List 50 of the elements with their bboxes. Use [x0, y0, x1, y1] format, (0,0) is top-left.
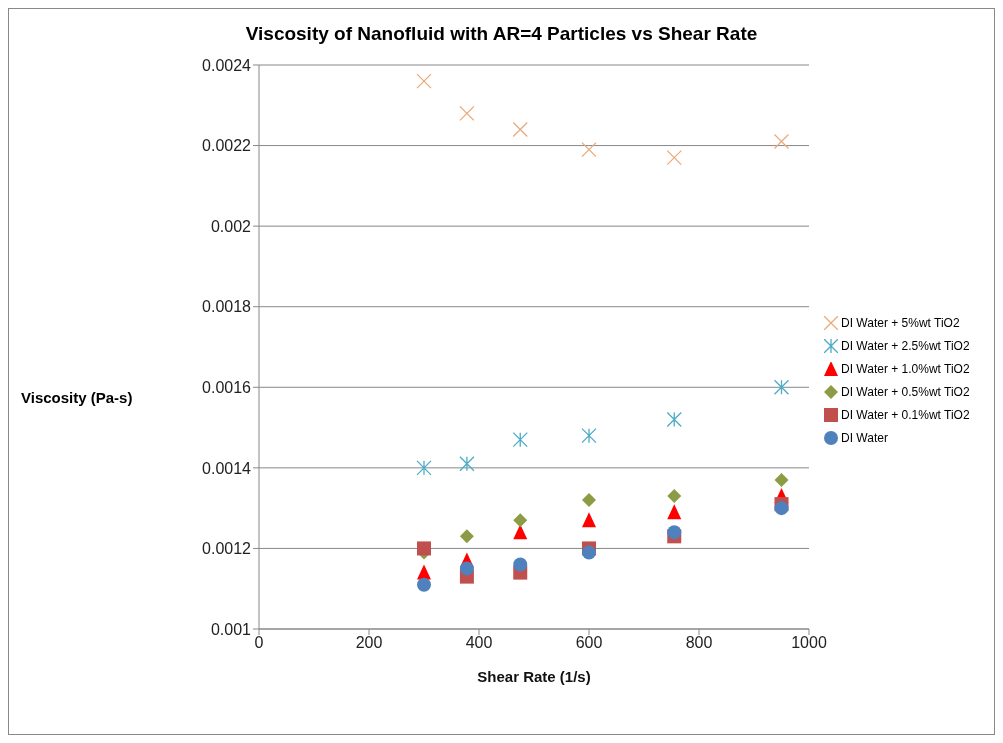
point	[667, 489, 682, 504]
y-tick-label: 0.0018	[202, 298, 252, 316]
x-tick-label: 1000	[791, 634, 827, 652]
point	[581, 141, 597, 158]
y-tick-label: 0.0014	[202, 459, 252, 477]
x-tick-label: 0	[254, 634, 264, 652]
point	[666, 411, 682, 428]
point	[512, 432, 528, 448]
y-tick-label: 0.001	[210, 620, 252, 638]
point	[773, 133, 790, 150]
point	[459, 105, 475, 121]
point	[416, 73, 432, 89]
y-tick-label: 0.0022	[202, 137, 252, 155]
legend-label: DI Water + 5%wt TiO2	[841, 315, 960, 330]
x-tick-label: 600	[575, 634, 603, 652]
point	[513, 513, 528, 528]
point	[417, 577, 431, 592]
point	[582, 545, 596, 560]
point	[582, 512, 596, 528]
point	[667, 525, 682, 540]
legend-label: DI Water	[841, 430, 888, 445]
point	[416, 460, 432, 476]
point	[513, 524, 528, 540]
y-axis-title: Viscosity (Pa-s)	[21, 389, 133, 406]
legend-label: DI Water + 0.1%wt TiO2	[841, 407, 970, 422]
chart-title: Viscosity of Nanofluid with AR=4 Particles vs Shear Rate	[244, 23, 759, 45]
point	[513, 557, 528, 572]
point	[417, 541, 431, 556]
point	[512, 121, 528, 138]
point	[459, 561, 474, 576]
x-axis-title: Shear Rate (1/s)	[477, 667, 591, 685]
legend-label: DI Water + 1.0%wt TiO2	[841, 361, 970, 376]
legend-label: DI Water + 2.5%wt TiO2	[841, 338, 970, 353]
point	[459, 529, 474, 544]
x-tick-label: 800	[685, 634, 713, 652]
point	[666, 150, 682, 166]
point	[774, 501, 789, 516]
point	[581, 427, 597, 444]
x-tick-label: 400	[465, 634, 493, 652]
point	[774, 472, 789, 487]
y-tick-label: 0.002	[210, 217, 252, 235]
legend-label: DI Water + 0.5%wt TiO2	[841, 384, 970, 399]
point	[459, 456, 475, 472]
x-tick-label: 200	[355, 634, 383, 652]
y-tick-label: 0.0024	[202, 56, 252, 74]
y-tick-label: 0.0016	[202, 378, 252, 396]
point	[773, 379, 790, 395]
point	[667, 504, 682, 520]
y-tick-label: 0.0012	[202, 540, 252, 558]
point	[582, 493, 596, 508]
